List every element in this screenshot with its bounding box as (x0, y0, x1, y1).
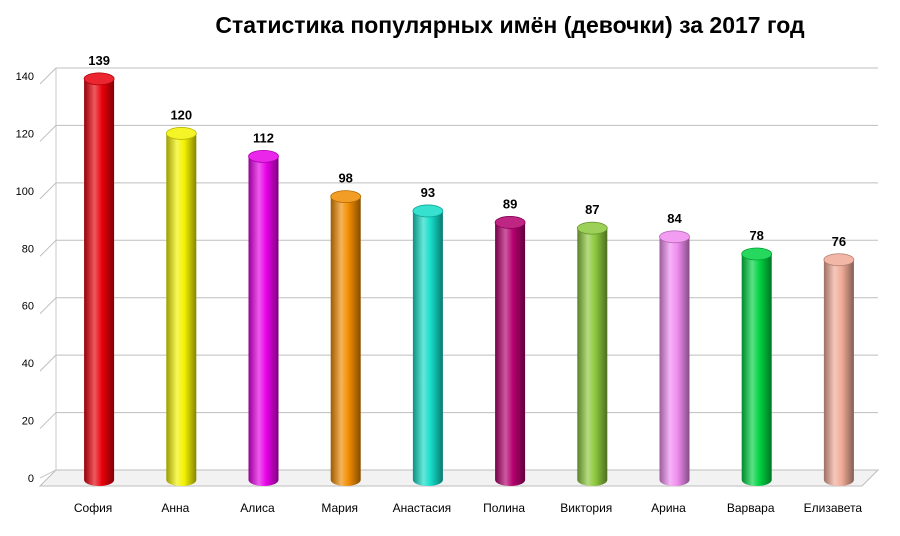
category-label: Варвара (727, 501, 775, 515)
category-label: Алиса (240, 501, 275, 515)
y-tick-label: 40 (22, 358, 34, 370)
bar-cap (412, 204, 444, 218)
bars (83, 72, 855, 486)
value-label: 76 (832, 234, 846, 249)
bar-cap (823, 253, 855, 267)
y-tick-label: 140 (16, 71, 34, 83)
value-label: 93 (421, 185, 435, 200)
y-tick-label: 0 (28, 473, 34, 485)
bar-1 (83, 72, 115, 486)
bar-body (495, 222, 526, 486)
bar-cap (83, 72, 115, 86)
bar-3 (248, 149, 279, 486)
category-label: Мария (321, 501, 358, 515)
bar-body (166, 133, 197, 486)
category-label: Елизавета (804, 501, 863, 515)
category-label: Анна (161, 501, 189, 515)
value-label: 84 (667, 211, 682, 226)
bar-4 (330, 190, 362, 486)
y-axis-ticks: 0 20 40 60 80 100 120 140 (16, 71, 34, 485)
bar-body (248, 156, 279, 486)
bar-body (330, 196, 361, 486)
category-label: София (74, 501, 112, 515)
y-tick-label: 20 (22, 416, 34, 428)
bar-cap (248, 149, 279, 163)
bar-body (659, 236, 690, 486)
value-label: 89 (503, 196, 517, 211)
bar-6 (494, 216, 526, 486)
bar-body (577, 228, 608, 486)
y-tick-label: 120 (16, 128, 34, 140)
bar-cap (659, 230, 690, 244)
bar-cap (576, 221, 608, 235)
gridline (39, 67, 878, 85)
bar-cap (330, 190, 362, 204)
bar-7 (576, 221, 608, 486)
bar-cap (165, 127, 197, 140)
back-wall-edge (39, 68, 57, 479)
bar-body (412, 210, 443, 486)
category-label: Полина (483, 501, 525, 515)
value-label: 120 (170, 107, 192, 122)
bar-cap (741, 247, 773, 261)
bar-cap (494, 216, 526, 229)
category-label: Анастасия (393, 501, 452, 515)
value-label: 78 (749, 228, 763, 243)
chart-title: Статистика популярных имён (девочки) за … (215, 12, 805, 38)
category-label: Виктория (560, 501, 612, 515)
y-tick-label: 100 (16, 186, 34, 198)
value-label: 87 (585, 202, 599, 217)
bar-2 (165, 127, 197, 486)
bar-body (741, 254, 772, 486)
value-label: 112 (253, 130, 274, 145)
y-tick-label: 80 (22, 243, 34, 255)
gridline (39, 182, 878, 200)
bar-10 (823, 253, 855, 486)
value-label: 139 (88, 53, 110, 68)
category-label: Арина (651, 501, 686, 515)
bar-8 (659, 230, 690, 486)
bar-body (84, 78, 115, 486)
bar-body (823, 259, 854, 486)
category-labels: София Анна Алиса Мария Анастасия Полина Виктор… (74, 501, 863, 515)
gridline (39, 124, 878, 142)
value-labels: 139 120 112 98 93 89 87 84 78 76 (88, 53, 846, 249)
value-label: 98 (338, 171, 352, 186)
y-tick-label: 60 (22, 301, 34, 313)
bar-9 (741, 247, 773, 486)
bar-5 (412, 204, 444, 486)
